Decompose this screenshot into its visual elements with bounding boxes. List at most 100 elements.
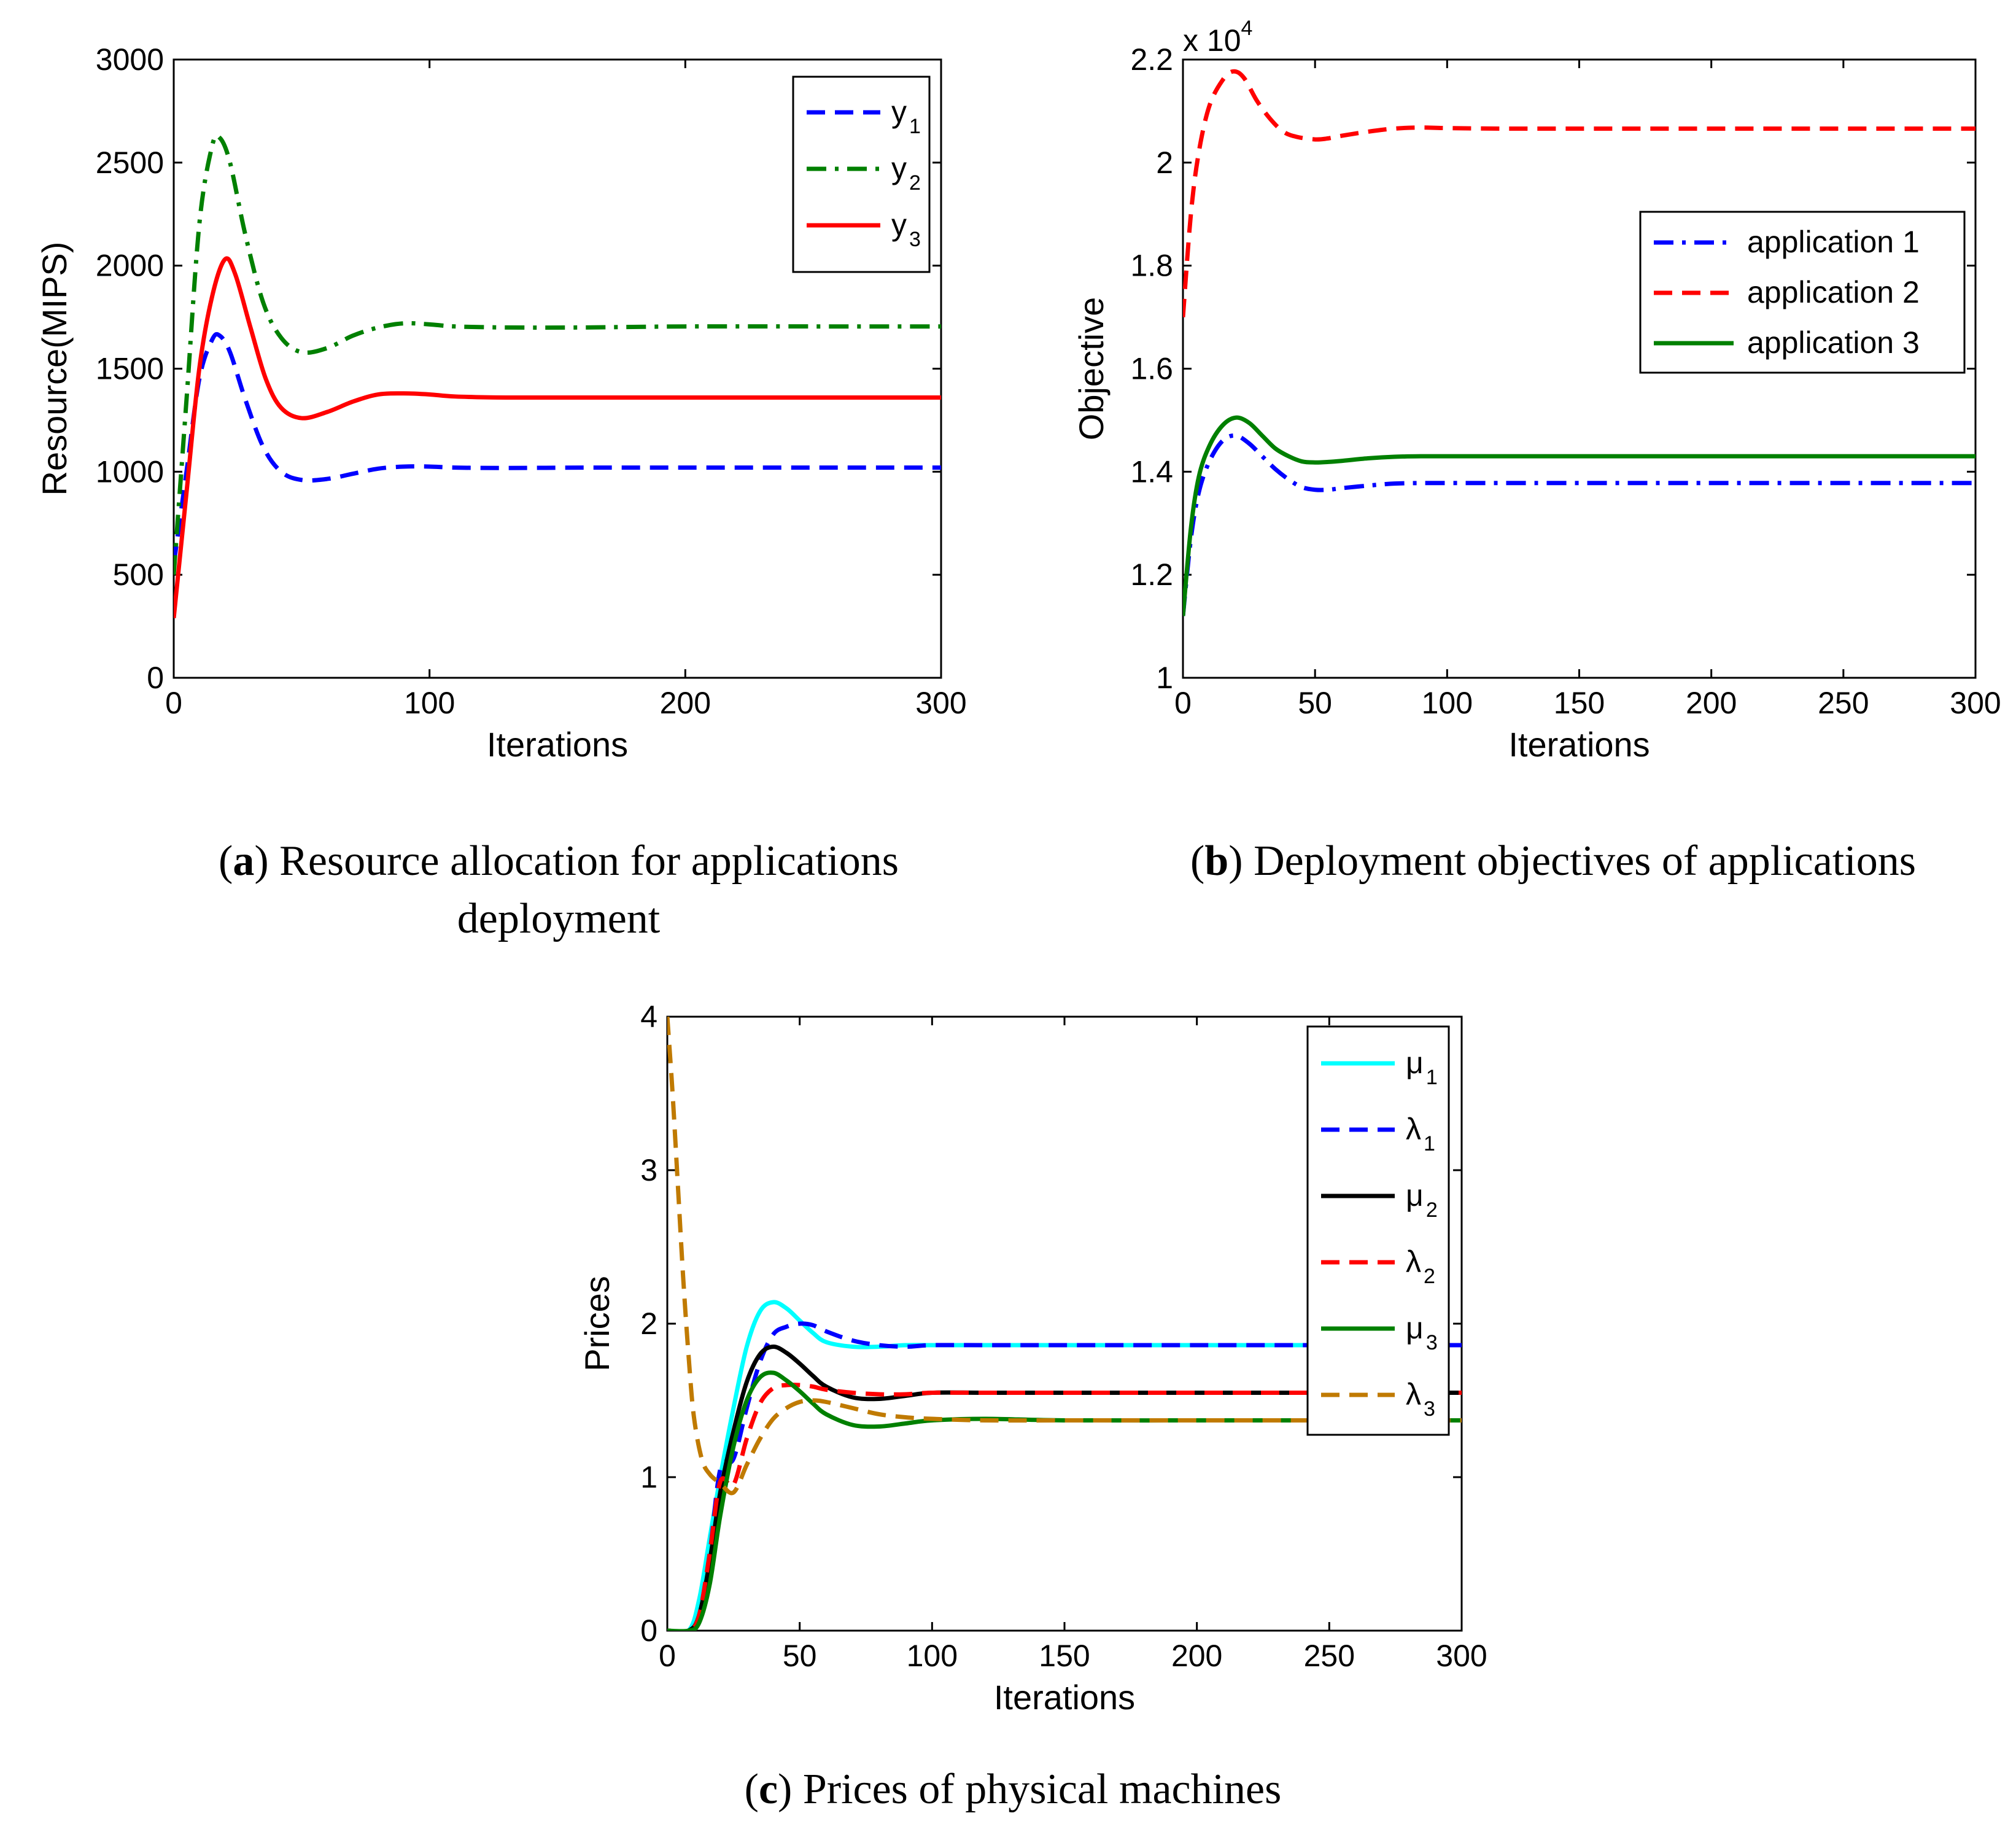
x-tick-label: 250 — [1304, 1639, 1355, 1673]
y-tick-label: 3 — [640, 1153, 657, 1187]
x-axis-label: Iterations — [1508, 725, 1650, 764]
legend-subscript: 1 — [909, 115, 921, 138]
y-tick-label: 1.4 — [1130, 454, 1173, 489]
y-axis-label: Resource(MIPS) — [35, 242, 74, 496]
series-line-1 — [174, 332, 941, 565]
legend-label-1: application 1 — [1747, 225, 1920, 259]
y-axis-exponent: x 104 — [1183, 17, 1252, 58]
chart-panel-a: 0 100 200 300050010001500200025003000Iterat… — [35, 42, 967, 764]
caption-c-label: c — [758, 1766, 778, 1813]
legend-label-3: application 3 — [1747, 325, 1920, 360]
caption-b-label: b — [1204, 837, 1229, 885]
chart-panel-b: 0 50 100 150 200 250 300 1 1.2 1.4 1.6 1.8 2 2.2 Itera… — [1072, 17, 2001, 764]
caption-a: (a) Resource allocation for applications… — [219, 837, 899, 942]
x-tick-label: 200 — [1686, 686, 1737, 720]
legend-name: application 1 — [1747, 225, 1920, 259]
legend-box — [1306, 1025, 1450, 1436]
series-line-4 — [667, 1383, 1462, 1631]
x-tick-label: 250 — [1818, 686, 1869, 720]
series-group — [1183, 69, 1975, 616]
legend-name: application 3 — [1747, 325, 1920, 360]
caption-a-label: a — [233, 837, 255, 885]
y-tick-label: 1.6 — [1130, 352, 1173, 386]
y-axis-label: Objective — [1072, 297, 1111, 440]
legend-name: λ — [1406, 1244, 1421, 1279]
caption-b-text: Deployment objectives of applications — [1243, 837, 1916, 885]
x-tick-label: 300 — [1436, 1639, 1487, 1673]
x-tick-label: 0 — [1174, 686, 1192, 720]
series-line-3 — [174, 256, 941, 619]
legend-name: y — [891, 95, 907, 129]
exponent-power: 4 — [1241, 17, 1253, 40]
x-tick-label: 50 — [783, 1639, 817, 1673]
x-tick-label: 300 — [915, 686, 966, 720]
y-tick-label: 1 — [640, 1460, 657, 1494]
x-tick-label: 150 — [1554, 686, 1605, 720]
x-tick-label: 150 — [1039, 1639, 1090, 1673]
y-tick-label: 2 — [640, 1306, 657, 1341]
y-tick-label: 500 — [113, 557, 164, 592]
series-line-2 — [174, 133, 941, 575]
x-axis-label: Iterations — [994, 1678, 1135, 1717]
legend-subscript: 2 — [1426, 1198, 1438, 1222]
legend-box — [792, 76, 931, 273]
y-tick-label: 3000 — [96, 42, 164, 77]
legend-name: y — [891, 208, 907, 242]
y-tick-label: 1000 — [96, 454, 164, 489]
x-tick-label: 100 — [404, 686, 455, 720]
exponent-base: x 10 — [1183, 23, 1241, 58]
series-line-5 — [667, 1370, 1462, 1631]
legend-name: λ — [1406, 1112, 1421, 1146]
y-tick-label: 0 — [147, 661, 164, 695]
legend-subscript: 1 — [1424, 1132, 1435, 1155]
x-tick-label: 100 — [1422, 686, 1473, 720]
legend-subscript: 3 — [1424, 1397, 1435, 1421]
x-tick-label: 200 — [1171, 1639, 1222, 1673]
x-tick-label: 0 — [165, 686, 182, 720]
legend-name: y — [891, 151, 907, 185]
legend-subscript: 1 — [1426, 1066, 1438, 1089]
x-tick-label: 0 — [659, 1639, 676, 1673]
y-tick-label: 1.2 — [1130, 557, 1173, 592]
chart-panel-c: 0 50 100 150 200 250 300 0 1 2 3 4 Iterations Prices μ… — [578, 1000, 1487, 1717]
series-line-1 — [1183, 433, 1975, 616]
x-tick-label: 300 — [1950, 686, 2001, 720]
legend-name: μ — [1406, 1311, 1424, 1345]
y-tick-label: 2.2 — [1130, 42, 1173, 77]
legend-label-2: application 2 — [1747, 275, 1920, 309]
legend-subscript: 2 — [1424, 1265, 1435, 1288]
y-axis-label: Prices — [578, 1276, 616, 1372]
y-tick-label: 1500 — [96, 352, 164, 386]
caption-b: (b) Deployment objectives of application… — [1190, 837, 1916, 885]
y-tick-label: 2000 — [96, 249, 164, 283]
x-tick-label: 200 — [660, 686, 711, 720]
x-axis-label: Iterations — [487, 725, 628, 764]
x-tick-label: 50 — [1298, 686, 1332, 720]
y-tick-label: 1.8 — [1130, 249, 1173, 283]
legend-name: μ — [1406, 1178, 1424, 1213]
legend-name: application 2 — [1747, 275, 1920, 309]
legend-subscript: 3 — [909, 228, 921, 251]
legend-subscript: 3 — [1426, 1331, 1438, 1354]
y-tick-label: 2500 — [96, 146, 164, 180]
y-tick-label: 1 — [1156, 661, 1173, 695]
series-line-2 — [1183, 69, 1975, 317]
series-group — [667, 1017, 1462, 1631]
legend-name: μ — [1406, 1046, 1424, 1080]
legend-name: λ — [1406, 1377, 1421, 1411]
legend-subscript: 2 — [909, 171, 921, 195]
y-tick-label: 0 — [640, 1613, 657, 1648]
caption-c-text: Prices of physical machines — [792, 1766, 1282, 1813]
series-line-6 — [667, 1017, 1462, 1496]
series-line-3 — [1183, 415, 1975, 616]
caption-a-text: Resource allocation for applications dep… — [268, 837, 899, 942]
